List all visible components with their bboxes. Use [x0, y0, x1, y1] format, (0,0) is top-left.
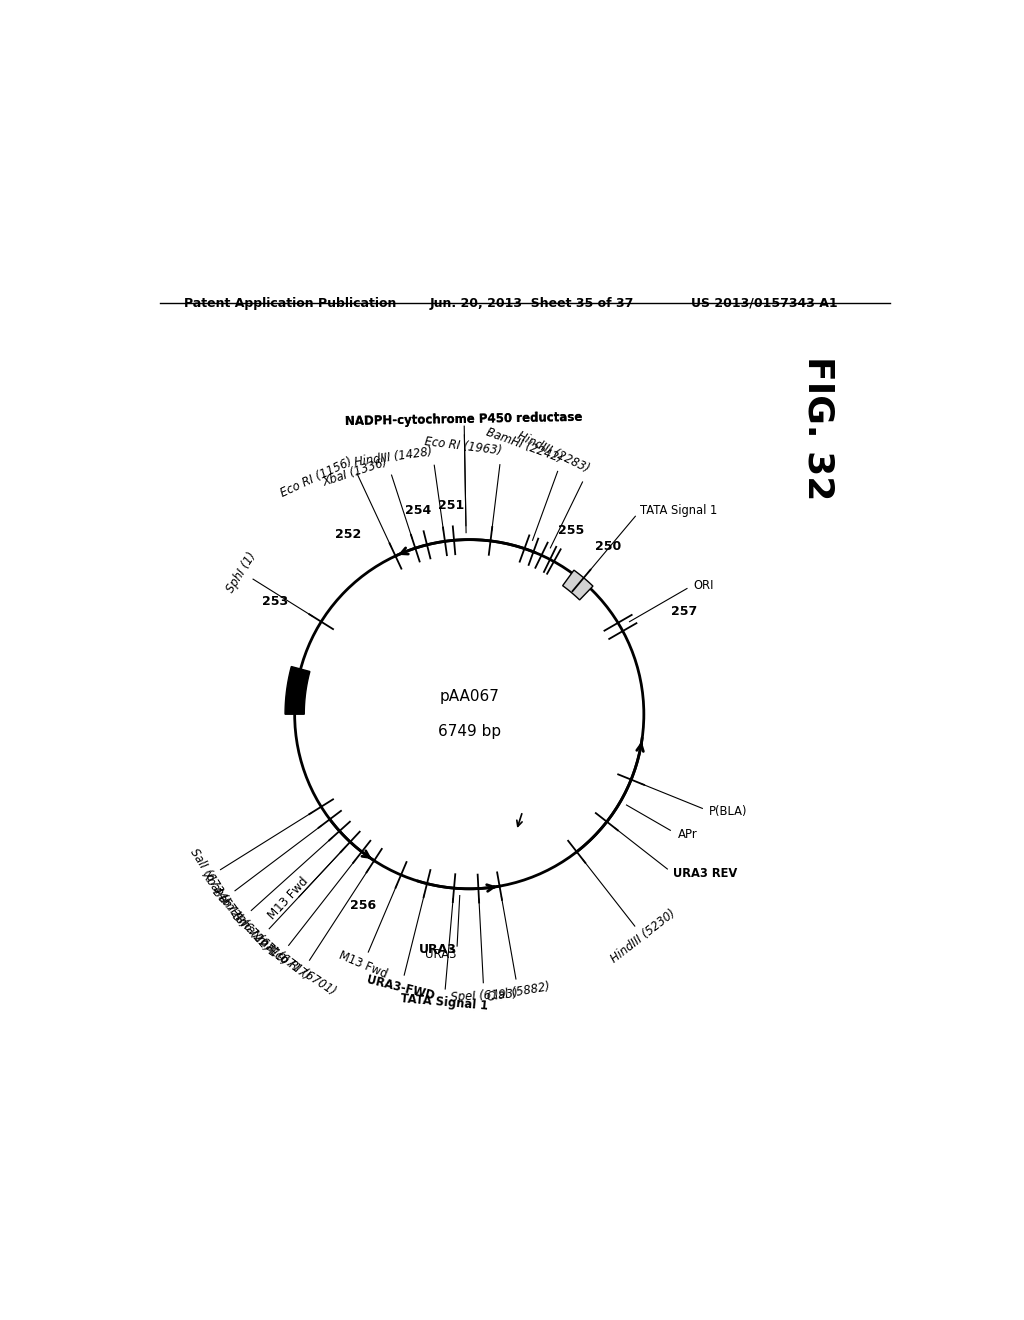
- Text: URA3: URA3: [425, 948, 457, 961]
- Text: 250: 250: [595, 540, 622, 553]
- Text: URA3 REV: URA3 REV: [673, 867, 737, 880]
- Text: 253: 253: [262, 595, 289, 607]
- Text: HindIII (5230): HindIII (5230): [608, 907, 678, 966]
- Text: 251: 251: [438, 499, 464, 512]
- Text: US 2013/0157343 A1: US 2013/0157343 A1: [691, 297, 838, 310]
- Text: APr: APr: [678, 828, 697, 841]
- Text: 255: 255: [558, 524, 584, 537]
- Text: XmaI (6717): XmaI (6717): [248, 929, 312, 983]
- Text: URA3: URA3: [419, 942, 457, 956]
- Text: SphI (1): SphI (1): [224, 549, 259, 594]
- Text: M13 Fwd: M13 Fwd: [265, 875, 311, 923]
- Text: BamHI (6722): BamHI (6722): [210, 886, 273, 953]
- Text: TATA Signal 1: TATA Signal 1: [399, 993, 488, 1012]
- Text: 254: 254: [406, 504, 432, 517]
- Text: 6749 bp: 6749 bp: [437, 725, 501, 739]
- Text: Eco RI (1156): Eco RI (1156): [279, 455, 354, 500]
- Text: P(BLA): P(BLA): [709, 804, 748, 817]
- Text: 257: 257: [672, 605, 697, 618]
- Text: FIG. 32: FIG. 32: [802, 356, 836, 500]
- Text: BamHI (2242): BamHI (2242): [484, 425, 564, 465]
- Text: XbaI (1336): XbaI (1336): [322, 457, 389, 490]
- Text: TATA Signal 1: TATA Signal 1: [640, 504, 717, 517]
- Text: XbaI (6728): XbaI (6728): [199, 869, 250, 929]
- Polygon shape: [562, 570, 593, 599]
- Text: Eco RI (1963): Eco RI (1963): [424, 436, 503, 458]
- Text: pAA067: pAA067: [439, 689, 499, 705]
- Text: HindIII (2283): HindIII (2283): [515, 429, 591, 475]
- Text: SmaI (6719): SmaI (6719): [229, 909, 291, 968]
- Text: Clal (5882): Clal (5882): [485, 981, 551, 1005]
- Text: NADPH-cytochrome P450 reductase: NADPH-cytochrome P450 reductase: [345, 411, 583, 428]
- Text: M13 Fwd: M13 Fwd: [337, 949, 389, 981]
- Text: ORI: ORI: [693, 578, 714, 591]
- Text: 256: 256: [350, 899, 376, 912]
- Text: Eco RI (6701): Eco RI (6701): [266, 945, 338, 998]
- Text: Patent Application Publication: Patent Application Publication: [183, 297, 396, 310]
- Polygon shape: [285, 667, 310, 714]
- Text: HindIII (1428): HindIII (1428): [353, 445, 433, 470]
- Text: 252: 252: [335, 528, 361, 541]
- Text: SpeI (6193): SpeI (6193): [451, 987, 518, 1005]
- Text: Jun. 20, 2013  Sheet 35 of 37: Jun. 20, 2013 Sheet 35 of 37: [430, 297, 634, 310]
- Text: SalI (6734): SalI (6734): [186, 846, 231, 907]
- Text: URA3-FWD: URA3-FWD: [366, 973, 436, 1003]
- Text: NADPH-cytochrome P450 reductase: NADPH-cytochrome P450 reductase: [345, 411, 583, 428]
